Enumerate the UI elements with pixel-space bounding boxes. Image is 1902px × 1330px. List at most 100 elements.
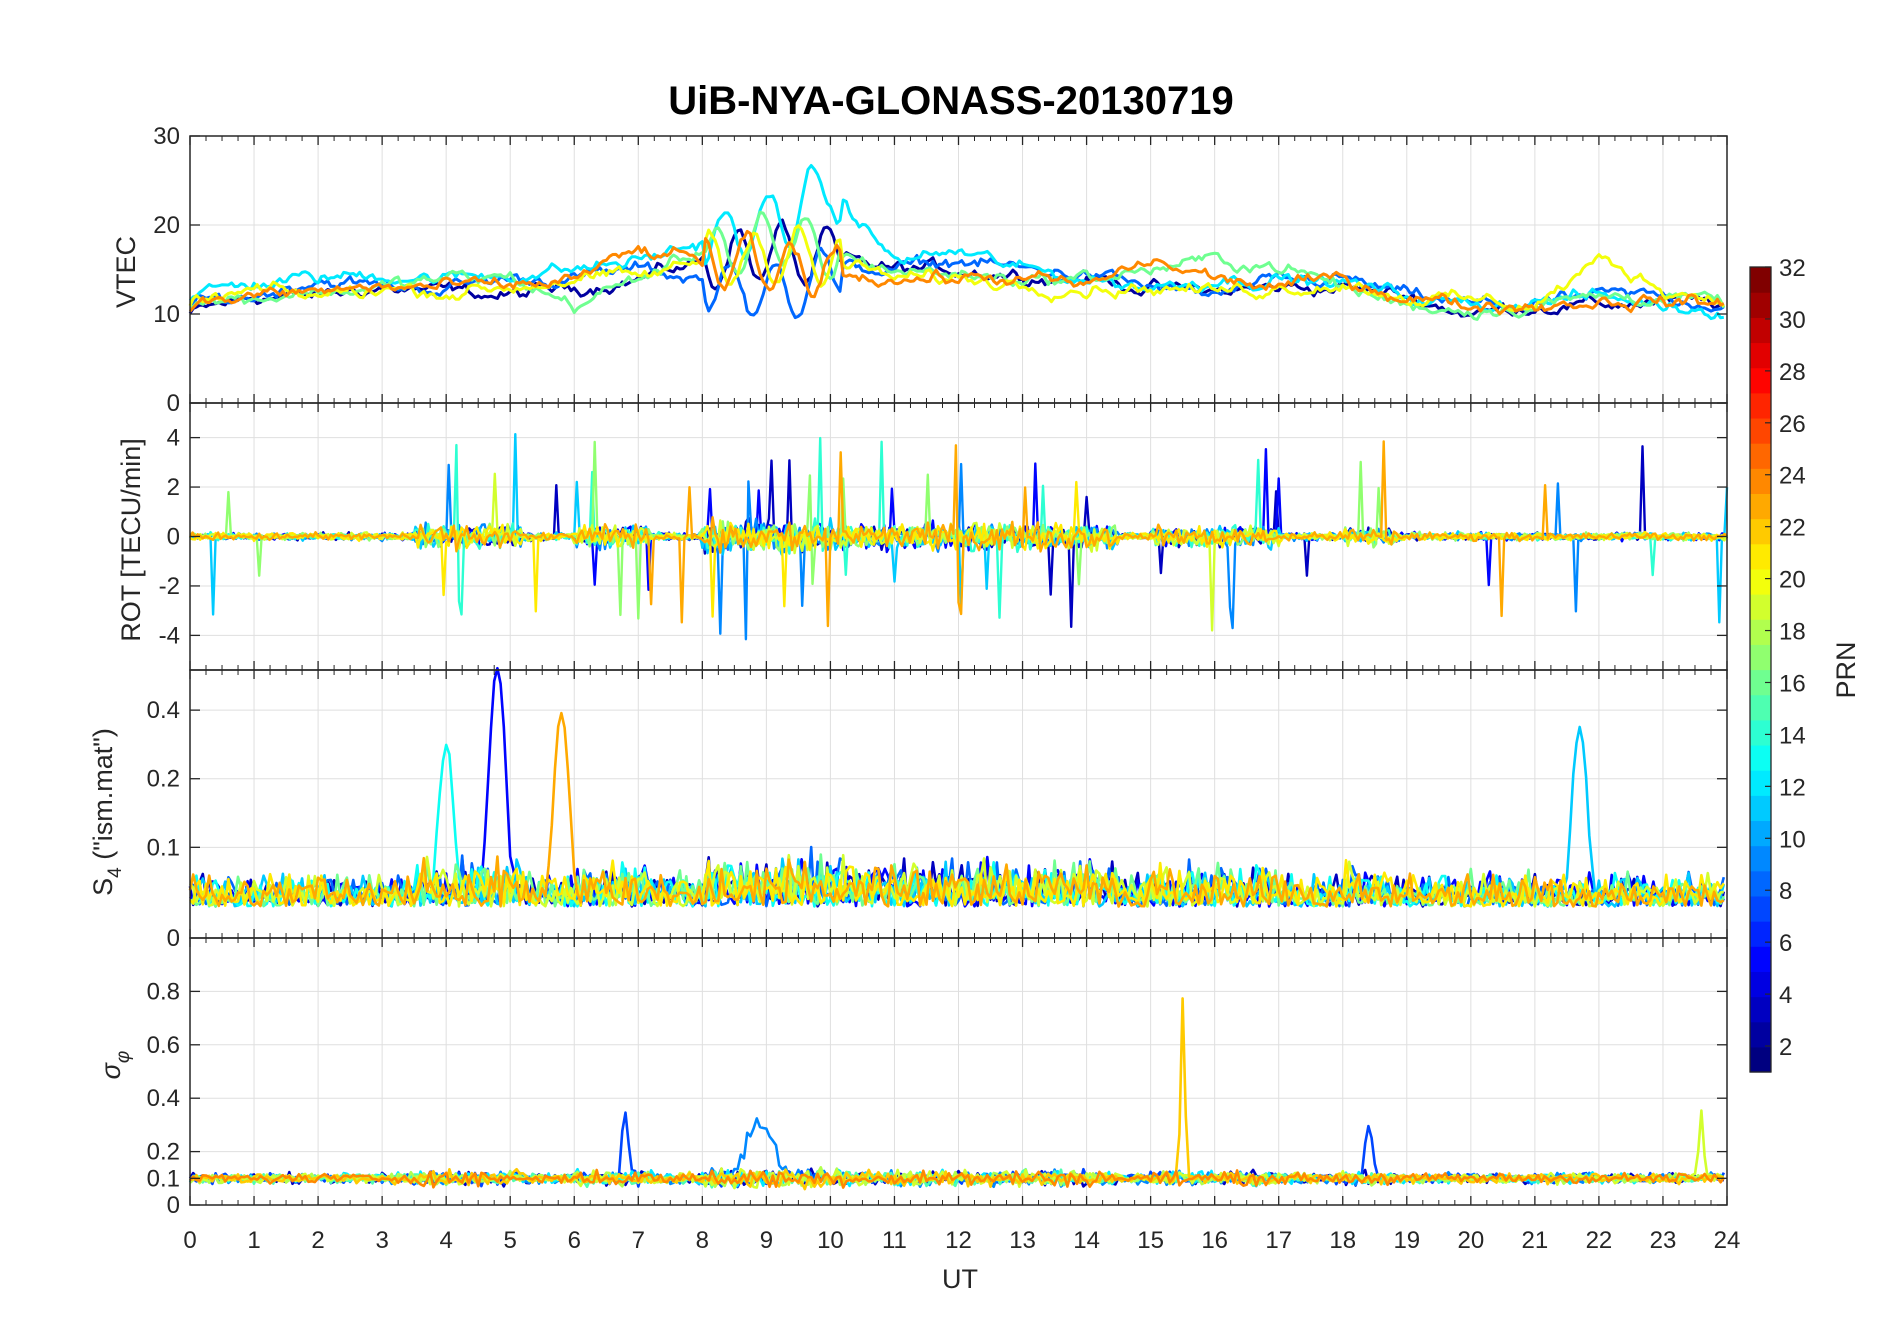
colorbar-tick-label: 26 — [1779, 411, 1806, 438]
colorbar-swatch — [1750, 594, 1771, 620]
y-tick-label: 0.6 — [147, 1032, 180, 1059]
colorbar-tick-label: 32 — [1779, 255, 1806, 282]
colorbar-swatch — [1750, 946, 1771, 972]
x-axis-label: UT — [942, 1264, 978, 1294]
rot-ytick-labels: -4 -2 0 2 4 — [159, 425, 180, 650]
colorbar-tick-label: 4 — [1779, 982, 1792, 1009]
colorbar-swatch — [1750, 292, 1771, 318]
y-tick-label: 0.1 — [147, 834, 180, 861]
colorbar-swatch — [1750, 895, 1771, 922]
colorbar — [1749, 266, 1772, 1073]
colorbar-tick-label: 22 — [1779, 515, 1806, 542]
x-tick-label: 0 — [183, 1227, 196, 1254]
x-tick-label: 11 — [882, 1227, 907, 1254]
x-tick-label: 18 — [1329, 1227, 1356, 1254]
x-tick-label: 20 — [1457, 1227, 1484, 1254]
colorbar-label: PRN — [1831, 641, 1861, 698]
x-tick-label: 15 — [1137, 1227, 1164, 1254]
y-tick-label: 0 — [167, 1192, 180, 1219]
colorbar-swatch — [1750, 317, 1771, 344]
vtec-series-line — [188, 164, 1724, 321]
y-tick-label: 0.8 — [147, 978, 180, 1005]
colorbar-tick-label: 18 — [1779, 619, 1806, 646]
colorbar-tick-label: 20 — [1779, 567, 1806, 594]
colorbar-swatch — [1750, 971, 1771, 998]
x-tick-label: 24 — [1714, 1227, 1741, 1254]
x-tick-label: 13 — [1009, 1227, 1036, 1254]
colorbar-swatch — [1750, 1021, 1771, 1048]
vtec-series-line — [188, 224, 1725, 313]
y-tick-label: 0.4 — [147, 1085, 180, 1112]
rot-series-line — [188, 440, 1728, 628]
y-tick-label: 0.4 — [147, 697, 180, 724]
y-tick-label: 0.1 — [147, 1165, 180, 1192]
x-tick-label: 12 — [945, 1227, 972, 1254]
colorbar-tick-label: 24 — [1779, 463, 1806, 490]
y-tick-label: 30 — [153, 123, 180, 150]
colorbar-tick-label: 8 — [1779, 878, 1792, 905]
x-tick-label: 2 — [311, 1227, 324, 1254]
colorbar-tick-label: 16 — [1779, 670, 1806, 697]
series-layer — [188, 164, 1729, 1191]
y-tick-label: 0 — [167, 524, 180, 551]
x-tick-label: 22 — [1586, 1227, 1613, 1254]
x-tick-label: 19 — [1393, 1227, 1420, 1254]
colorbar-swatch — [1750, 267, 1771, 293]
x-tick-label: 3 — [375, 1227, 388, 1254]
colorbar-swatch — [1750, 719, 1771, 746]
y-tick-label: 2 — [167, 474, 180, 501]
rot-ylabel: ROT [TECU/min] — [116, 438, 146, 642]
colorbar-swatch — [1750, 417, 1771, 444]
colorbar-swatch — [1750, 669, 1771, 696]
colorbar-tick-label: 12 — [1779, 774, 1806, 801]
colorbar-swatch — [1750, 392, 1771, 419]
colorbar-swatch — [1750, 770, 1771, 796]
colorbar-tick-label: 28 — [1779, 359, 1806, 386]
colorbar-tick-label: 14 — [1779, 722, 1806, 749]
colorbar-swatch — [1750, 996, 1771, 1023]
s4-series-line — [188, 711, 1725, 908]
sigphi-ytick-labels: 0 0.1 0.2 0.4 0.6 0.8 — [147, 978, 180, 1219]
colorbar-swatch — [1750, 644, 1771, 671]
x-tick-label: 23 — [1650, 1227, 1677, 1254]
colorbar-tick-label: 2 — [1779, 1034, 1792, 1061]
colorbar-swatch — [1750, 921, 1771, 947]
colorbar-swatch — [1750, 543, 1771, 570]
colorbar-swatch — [1750, 493, 1771, 520]
colorbar-swatch — [1750, 468, 1771, 495]
y-tick-label: 0.2 — [147, 766, 180, 793]
s4-ytick-labels: 0.1 0.2 0.4 0 — [147, 697, 180, 952]
colorbar-swatch — [1750, 870, 1771, 897]
x-tick-label: 9 — [760, 1227, 773, 1254]
y-tick-label: 4 — [167, 425, 180, 452]
y-tick-label: 0 — [167, 925, 180, 952]
x-tick-label: 5 — [504, 1227, 517, 1254]
y-tick-label: 10 — [153, 301, 180, 328]
y-tick-label: 0 — [167, 390, 180, 417]
vtec-ytick-labels: 0 10 20 30 — [153, 123, 180, 417]
colorbar-swatch — [1750, 845, 1771, 872]
s4-ylabel: S4 ("ism.mat") — [88, 728, 126, 896]
colorbar-swatch — [1750, 342, 1771, 369]
x-tick-label: 21 — [1522, 1227, 1549, 1254]
colorbar-tick-label: 6 — [1779, 930, 1792, 957]
colorbar-swatch — [1750, 568, 1771, 595]
x-tick-label: 17 — [1265, 1227, 1292, 1254]
colorbar-tick-label: 30 — [1779, 307, 1806, 334]
x-tick-label: 16 — [1201, 1227, 1228, 1254]
xtick-labels: 0 1 2 3 4 5 6 7 8 9 10 11 12 13 14 15 16… — [183, 1227, 1740, 1254]
s4-series-line — [188, 853, 1724, 908]
x-tick-label: 7 — [632, 1227, 645, 1254]
x-tick-label: 14 — [1073, 1227, 1100, 1254]
colorbar-swatch — [1750, 744, 1771, 771]
x-tick-label: 1 — [247, 1227, 260, 1254]
sigphi-ylabel: σφ — [96, 1051, 134, 1080]
chart-title: UiB-NYA-GLONASS-20130719 — [668, 79, 1233, 123]
colorbar-swatch — [1750, 820, 1771, 847]
x-tick-label: 6 — [568, 1227, 581, 1254]
frames — [189, 135, 1728, 1206]
sigphi-series-line — [188, 1168, 1725, 1189]
vtec-ylabel: VTEC — [111, 236, 141, 308]
y-tick-label: 0.2 — [147, 1139, 180, 1166]
